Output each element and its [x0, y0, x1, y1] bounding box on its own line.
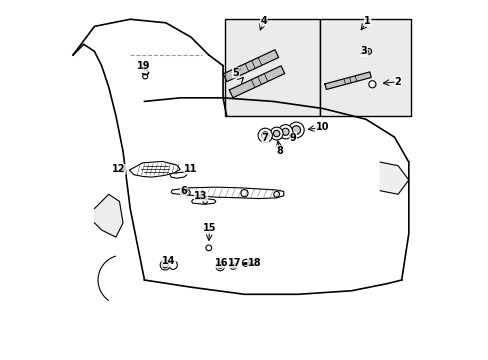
Bar: [224, 19, 319, 116]
Circle shape: [229, 262, 236, 269]
Circle shape: [261, 132, 268, 139]
Circle shape: [231, 264, 234, 267]
Circle shape: [273, 192, 279, 197]
Text: 16: 16: [214, 258, 227, 268]
Circle shape: [168, 261, 177, 269]
Text: 10: 10: [315, 122, 328, 132]
Text: 3: 3: [360, 46, 367, 57]
Text: 17: 17: [227, 258, 241, 268]
Circle shape: [270, 127, 283, 140]
Text: 18: 18: [247, 258, 261, 268]
Text: 13: 13: [194, 191, 207, 201]
Circle shape: [162, 262, 168, 268]
Text: 4: 4: [260, 16, 266, 26]
Circle shape: [288, 122, 304, 138]
Circle shape: [142, 74, 147, 79]
Circle shape: [205, 245, 211, 251]
Text: 9: 9: [289, 133, 296, 143]
Polygon shape: [191, 199, 216, 204]
Polygon shape: [229, 66, 284, 98]
Text: 7: 7: [261, 133, 268, 143]
Circle shape: [184, 190, 190, 195]
Circle shape: [242, 259, 249, 266]
Text: 1: 1: [364, 16, 370, 26]
Circle shape: [216, 262, 224, 271]
Circle shape: [273, 130, 279, 137]
Bar: [319, 19, 410, 116]
Text: 8: 8: [276, 146, 283, 156]
Polygon shape: [129, 161, 180, 177]
Polygon shape: [380, 162, 408, 194]
Circle shape: [218, 264, 222, 269]
Text: 5: 5: [232, 68, 239, 78]
Polygon shape: [169, 172, 187, 178]
Polygon shape: [223, 50, 278, 82]
Circle shape: [258, 128, 272, 143]
Circle shape: [241, 190, 247, 197]
Text: 6: 6: [180, 186, 187, 196]
Text: 14: 14: [162, 256, 175, 266]
Text: 12: 12: [112, 164, 125, 174]
Circle shape: [368, 81, 375, 88]
Circle shape: [203, 199, 207, 203]
Circle shape: [278, 125, 292, 139]
Polygon shape: [94, 194, 123, 237]
Text: 19: 19: [137, 62, 150, 71]
Polygon shape: [324, 72, 370, 90]
Circle shape: [282, 128, 288, 135]
Circle shape: [160, 260, 170, 270]
Circle shape: [365, 49, 371, 54]
Polygon shape: [171, 187, 283, 199]
Text: 15: 15: [203, 223, 216, 233]
Circle shape: [291, 126, 300, 134]
Text: 2: 2: [394, 77, 401, 87]
Text: 11: 11: [184, 164, 197, 174]
